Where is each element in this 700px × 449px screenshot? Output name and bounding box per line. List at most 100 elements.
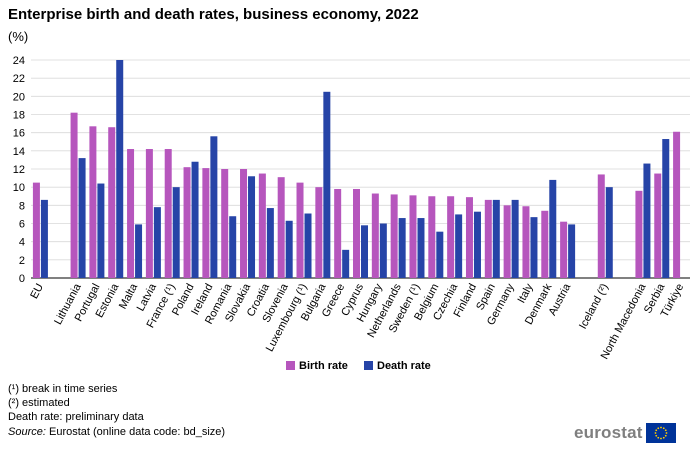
birth-rate-bar <box>221 169 229 278</box>
birth-rate-bar <box>334 188 342 278</box>
death-rate-bar <box>116 60 124 278</box>
birth-rate-bar <box>277 177 285 278</box>
y-tick-label: 16 <box>13 128 25 140</box>
source-label: Source: <box>8 426 46 438</box>
flag-star <box>662 436 665 439</box>
flag-star <box>664 434 667 437</box>
flag-star <box>654 432 657 434</box>
death-rate-bar <box>605 187 613 278</box>
death-rate-bar <box>40 199 48 278</box>
y-tick-label: 4 <box>19 237 25 249</box>
flag-star <box>662 427 665 430</box>
birth-rate-bar <box>654 173 662 278</box>
birth-rate-bar <box>409 195 417 278</box>
legend-label-death: Death rate <box>377 360 431 372</box>
birth-rate-bar <box>32 182 40 278</box>
flag-star <box>655 429 657 432</box>
death-rate-bar <box>135 224 143 278</box>
eu-flag-icon <box>645 423 676 443</box>
birth-rate-bar <box>484 199 492 278</box>
birth-rate-bar <box>183 167 191 278</box>
birth-rate-bar <box>70 112 78 278</box>
birth-rate-bar <box>258 173 266 278</box>
death-rate-bar <box>361 225 368 278</box>
birth-rate-bar <box>202 168 210 278</box>
y-tick-label: 0 <box>19 273 25 285</box>
death-rate-bar <box>662 139 670 278</box>
footnote-break: (¹) break in time series <box>8 383 118 395</box>
death-rate-bar <box>417 218 425 278</box>
legend-label-birth: Birth rate <box>299 360 348 372</box>
y-tick-label: 6 <box>19 219 25 231</box>
bars <box>32 60 681 279</box>
death-rate-bar <box>191 161 199 278</box>
source-text: Eurostat (online data code: bd_size) <box>48 426 226 438</box>
birth-rate-bar <box>541 210 549 278</box>
death-rate-bar <box>97 183 105 278</box>
footnote-preliminary: Death rate: preliminary data <box>8 411 144 423</box>
y-tick-label: 22 <box>13 73 25 85</box>
birth-rate-bar <box>522 206 530 278</box>
death-rate-bar <box>78 158 86 278</box>
death-rate-bar <box>398 218 406 278</box>
legend: Birth rate Death rate <box>286 360 431 372</box>
flag-star <box>657 436 659 439</box>
legend-swatch-death <box>364 361 373 370</box>
death-rate-bar <box>323 91 331 279</box>
death-rate-bar <box>455 214 463 278</box>
death-rate-bar <box>549 179 557 278</box>
birth-rate-bar <box>635 190 643 278</box>
birth-rate-bar <box>127 149 135 278</box>
birth-rate-bar <box>296 182 304 278</box>
death-rate-bar <box>210 136 218 278</box>
y-axis-unit: (%) <box>8 29 29 44</box>
birth-rate-bar <box>447 196 455 278</box>
birth-rate-bar <box>390 194 398 278</box>
y-tick-label: 2 <box>19 255 25 267</box>
death-rate-bar <box>285 220 293 278</box>
death-rate-bar <box>172 187 180 278</box>
death-rate-bar <box>153 207 161 278</box>
birth-rate-bar <box>353 188 360 278</box>
birth-rate-bar <box>503 205 511 278</box>
flag-star <box>655 434 657 437</box>
death-rate-bar <box>436 231 444 278</box>
legend-swatch-birth <box>286 361 295 370</box>
source-note: Source: Eurostat (online data code: bd_s… <box>8 426 225 438</box>
birth-rate-bar <box>145 149 153 278</box>
death-rate-bar <box>379 223 387 278</box>
birth-rate-bar <box>465 197 473 278</box>
y-tick-label: 10 <box>13 182 25 194</box>
birth-rate-bar <box>371 193 379 278</box>
birth-rate-bar <box>164 149 172 278</box>
birth-rate-bar <box>315 187 323 278</box>
death-rate-bar <box>511 199 519 278</box>
y-tick-label: 24 <box>13 55 25 67</box>
birth-rate-bar <box>108 127 116 278</box>
death-rate-bar <box>342 249 350 278</box>
birth-rate-bar <box>560 221 568 278</box>
death-rate-bar <box>304 213 312 278</box>
eurostat-logo: eurostat <box>574 423 676 443</box>
birth-rate-bar <box>673 131 681 278</box>
flag-star <box>659 437 662 440</box>
death-rate-bar <box>229 216 237 278</box>
death-rate-bar <box>643 163 651 278</box>
death-rate-bar <box>492 199 500 278</box>
chart-title: Enterprise birth and death rates, busine… <box>8 6 419 23</box>
death-rate-bar <box>530 217 538 278</box>
birth-rate-bar <box>240 169 248 278</box>
death-rate-bar <box>473 211 481 278</box>
x-tick-label: Iceland (²) <box>577 282 611 331</box>
footnote-estimated: (²) estimated <box>8 397 70 409</box>
birth-rate-bar <box>597 174 605 278</box>
flag-star <box>657 427 659 430</box>
birth-rate-bar <box>89 126 97 278</box>
y-tick-label: 8 <box>19 200 25 212</box>
x-tick-label: EU <box>28 282 46 301</box>
flag-star <box>664 429 667 432</box>
y-tick-label: 18 <box>13 110 25 122</box>
death-rate-bar <box>266 208 274 278</box>
birth-rate-bar <box>428 196 436 278</box>
